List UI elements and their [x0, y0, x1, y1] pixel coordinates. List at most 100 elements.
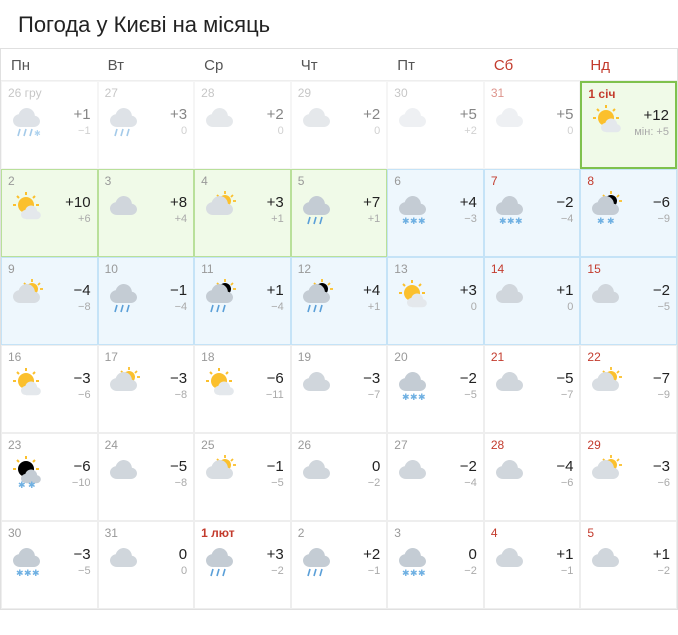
day-temps: +4+1	[338, 282, 381, 313]
temp-min: −8	[78, 301, 91, 313]
temp-min: 0	[567, 125, 573, 137]
day-cell[interactable]: 21 −5−7	[484, 345, 581, 433]
day-number: 26 гру	[8, 86, 91, 100]
day-number: 6	[394, 174, 477, 188]
day-cell[interactable]: 24−5−8	[98, 433, 195, 521]
day-cell[interactable]: 11+1−4	[194, 257, 291, 345]
temp-max: −6	[73, 458, 90, 475]
weather-icon-cloud-snow: ✱✱✱	[394, 366, 432, 404]
day-cell[interactable]: 12+4+1	[291, 257, 388, 345]
day-cell[interactable]: 31+50	[484, 81, 581, 169]
day-cell[interactable]: 2+2−1	[291, 521, 388, 609]
svg-text:✱: ✱	[410, 392, 418, 402]
temp-min: +1	[271, 213, 284, 225]
weather-icon-cloud	[491, 454, 529, 492]
weekday-2: Ср	[194, 49, 291, 81]
temp-max: −2	[556, 194, 573, 211]
day-temps: −4−8	[48, 282, 91, 313]
day-cell[interactable]: 5+1−2	[580, 521, 677, 609]
day-number: 5	[587, 526, 670, 540]
weather-icon-sun-cloud	[588, 103, 626, 141]
day-cell[interactable]: 1 січ+12мін: +5	[580, 81, 677, 169]
weekday-5: Сб	[484, 49, 581, 81]
weather-icon-cloud-dim	[394, 102, 432, 140]
day-cell[interactable]: 19−3−7	[291, 345, 388, 433]
temp-max: −2	[460, 458, 477, 475]
day-temps: +30	[434, 282, 477, 313]
day-cell[interactable]: 30✱✱✱−3−5	[1, 521, 98, 609]
temp-max: +1	[653, 546, 670, 563]
day-cell[interactable]: 30+5+2	[387, 81, 484, 169]
day-cell[interactable]: 7✱✱✱−2−4	[484, 169, 581, 257]
day-temps: −6−9	[627, 194, 670, 225]
day-number: 28	[491, 438, 574, 452]
day-cell[interactable]: 1 лют+3−2	[194, 521, 291, 609]
day-cell[interactable]: 10−1−4	[98, 257, 195, 345]
day-temps: −1−4	[145, 282, 188, 313]
day-number: 24	[105, 438, 188, 452]
day-cell[interactable]: 28−4−6	[484, 433, 581, 521]
weekday-6: Нд	[580, 49, 677, 81]
day-cell[interactable]: 3✱✱✱0−2	[387, 521, 484, 609]
temp-max: +5	[460, 106, 477, 123]
day-cell[interactable]: 29+20	[291, 81, 388, 169]
day-temps: +1−1	[48, 106, 91, 137]
day-cell[interactable]: 13+30	[387, 257, 484, 345]
day-temps: −2−5	[627, 282, 670, 313]
day-temps: +8+4	[145, 194, 188, 225]
svg-text:✱: ✱	[402, 568, 410, 578]
svg-text:✱: ✱	[402, 392, 410, 402]
day-cell[interactable]: 26 гру✱+1−1	[1, 81, 98, 169]
day-cell[interactable]: 23✱✱−6−10	[1, 433, 98, 521]
day-temps: −5−7	[531, 370, 574, 401]
temp-min: −2	[464, 565, 477, 577]
day-number: 2	[298, 526, 381, 540]
temp-min: −6	[561, 477, 574, 489]
day-cell[interactable]: 4+1−1	[484, 521, 581, 609]
weather-icon-cloud-rain	[105, 278, 143, 316]
day-cell[interactable]: 5+7+1	[291, 169, 388, 257]
weather-icon-cloud-snow: ✱✱✱	[394, 542, 432, 580]
day-cell[interactable]: 2+10+6	[1, 169, 98, 257]
day-temps: +4−3	[434, 194, 477, 225]
temp-max: +3	[267, 546, 284, 563]
day-temps: +1−4	[241, 282, 284, 313]
weather-icon-sun-cloud	[201, 366, 239, 404]
day-cell[interactable]: 27+30	[98, 81, 195, 169]
day-cell[interactable]: 16−3−6	[1, 345, 98, 433]
day-number: 30	[394, 86, 477, 100]
day-cell[interactable]: 8✱✱−6−9	[580, 169, 677, 257]
day-temps: +3+1	[241, 194, 284, 225]
day-cell[interactable]: 20✱✱✱−2−5	[387, 345, 484, 433]
temp-min: мін: +5	[634, 126, 669, 138]
day-cell[interactable]: 25−1−5	[194, 433, 291, 521]
temp-max: +1	[556, 282, 573, 299]
day-cell[interactable]: 27−2−4	[387, 433, 484, 521]
day-temps: 00	[145, 546, 188, 577]
temp-max: +12	[644, 107, 669, 124]
day-cell[interactable]: 17−3−8	[98, 345, 195, 433]
day-cell[interactable]: 28+20	[194, 81, 291, 169]
day-cell[interactable]: 9−4−8	[1, 257, 98, 345]
day-cell[interactable]: 4+3+1	[194, 169, 291, 257]
weather-icon-cloud-sun	[105, 366, 143, 404]
day-number: 22	[587, 350, 670, 364]
day-cell[interactable]: 15−2−5	[580, 257, 677, 345]
weather-icon-cloud-snow: ✱✱✱	[491, 190, 529, 228]
weather-icon-cloud-sun-rain	[298, 278, 336, 316]
day-cell[interactable]: 14+10	[484, 257, 581, 345]
day-cell[interactable]: 3+8+4	[98, 169, 195, 257]
day-cell[interactable]: 6✱✱✱+4−3	[387, 169, 484, 257]
day-cell[interactable]: 3100	[98, 521, 195, 609]
day-cell[interactable]: 18−6−11	[194, 345, 291, 433]
weather-icon-cloud	[105, 190, 143, 228]
day-number: 21	[491, 350, 574, 364]
day-cell[interactable]: 260−2	[291, 433, 388, 521]
temp-min: −1	[78, 125, 91, 137]
temp-min: −4	[175, 301, 188, 313]
temp-max: +3	[170, 106, 187, 123]
day-cell[interactable]: 29−3−6	[580, 433, 677, 521]
svg-text:✱: ✱	[418, 392, 426, 402]
day-cell[interactable]: 22−7−9	[580, 345, 677, 433]
temp-min: −2	[368, 477, 381, 489]
